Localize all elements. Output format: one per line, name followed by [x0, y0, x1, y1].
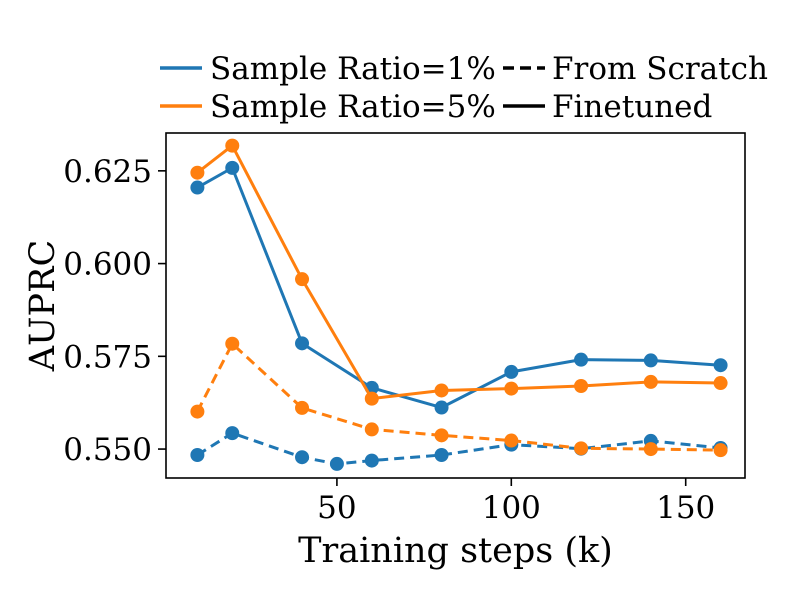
x-tick-label: 100 — [482, 490, 541, 526]
data-point — [434, 428, 449, 443]
ticks-layer: 50 100 150 0.550 0.575 0.600 0.625 — [63, 154, 715, 526]
legend-label-ratio-5: Sample Ratio=5% — [210, 89, 496, 125]
series-line-3 — [196, 342, 721, 452]
data-point — [295, 450, 310, 465]
data-point — [434, 400, 449, 415]
data-point — [643, 353, 658, 368]
data-point — [295, 336, 310, 351]
data-point — [190, 180, 205, 195]
data-point — [364, 391, 379, 406]
legend: Sample Ratio=1% Sample Ratio=5% From Scr… — [160, 51, 768, 125]
data-point — [643, 374, 658, 389]
x-axis-title: Training steps (k) — [298, 531, 613, 571]
data-point — [434, 383, 449, 398]
data-point — [643, 442, 658, 457]
y-tick-label: 0.550 — [63, 432, 152, 468]
data-point — [713, 443, 728, 458]
x-tick-label: 50 — [317, 490, 356, 526]
data-point — [364, 453, 379, 468]
data-point — [713, 376, 728, 391]
data-point — [504, 433, 519, 448]
y-tick-label: 0.625 — [63, 154, 152, 190]
series-layer — [190, 138, 728, 471]
legend-label-from-scratch: From Scratch — [552, 51, 768, 87]
data-point — [574, 352, 589, 367]
data-point — [295, 400, 310, 415]
x-tick-label: 150 — [656, 490, 715, 526]
data-point — [434, 448, 449, 462]
y-axis-title: AUPRC — [23, 240, 63, 372]
data-point — [225, 138, 240, 153]
data-point — [504, 364, 519, 379]
data-point — [504, 381, 519, 396]
legend-label-finetuned: Finetuned — [552, 89, 712, 125]
data-point — [225, 426, 240, 441]
data-point — [190, 165, 205, 180]
data-point — [713, 358, 728, 373]
data-point — [574, 379, 589, 393]
y-tick-label: 0.600 — [63, 247, 152, 283]
data-point — [190, 404, 205, 419]
data-point — [574, 441, 589, 456]
data-point — [190, 448, 205, 462]
plot-frame — [165, 132, 746, 479]
data-point — [225, 160, 240, 175]
series-line-0 — [196, 166, 721, 410]
y-tick-label: 0.575 — [63, 339, 152, 375]
data-point — [295, 272, 310, 287]
data-point — [225, 336, 240, 351]
legend-label-ratio-1: Sample Ratio=1% — [210, 51, 496, 87]
data-point — [329, 456, 344, 471]
data-point — [364, 422, 379, 437]
